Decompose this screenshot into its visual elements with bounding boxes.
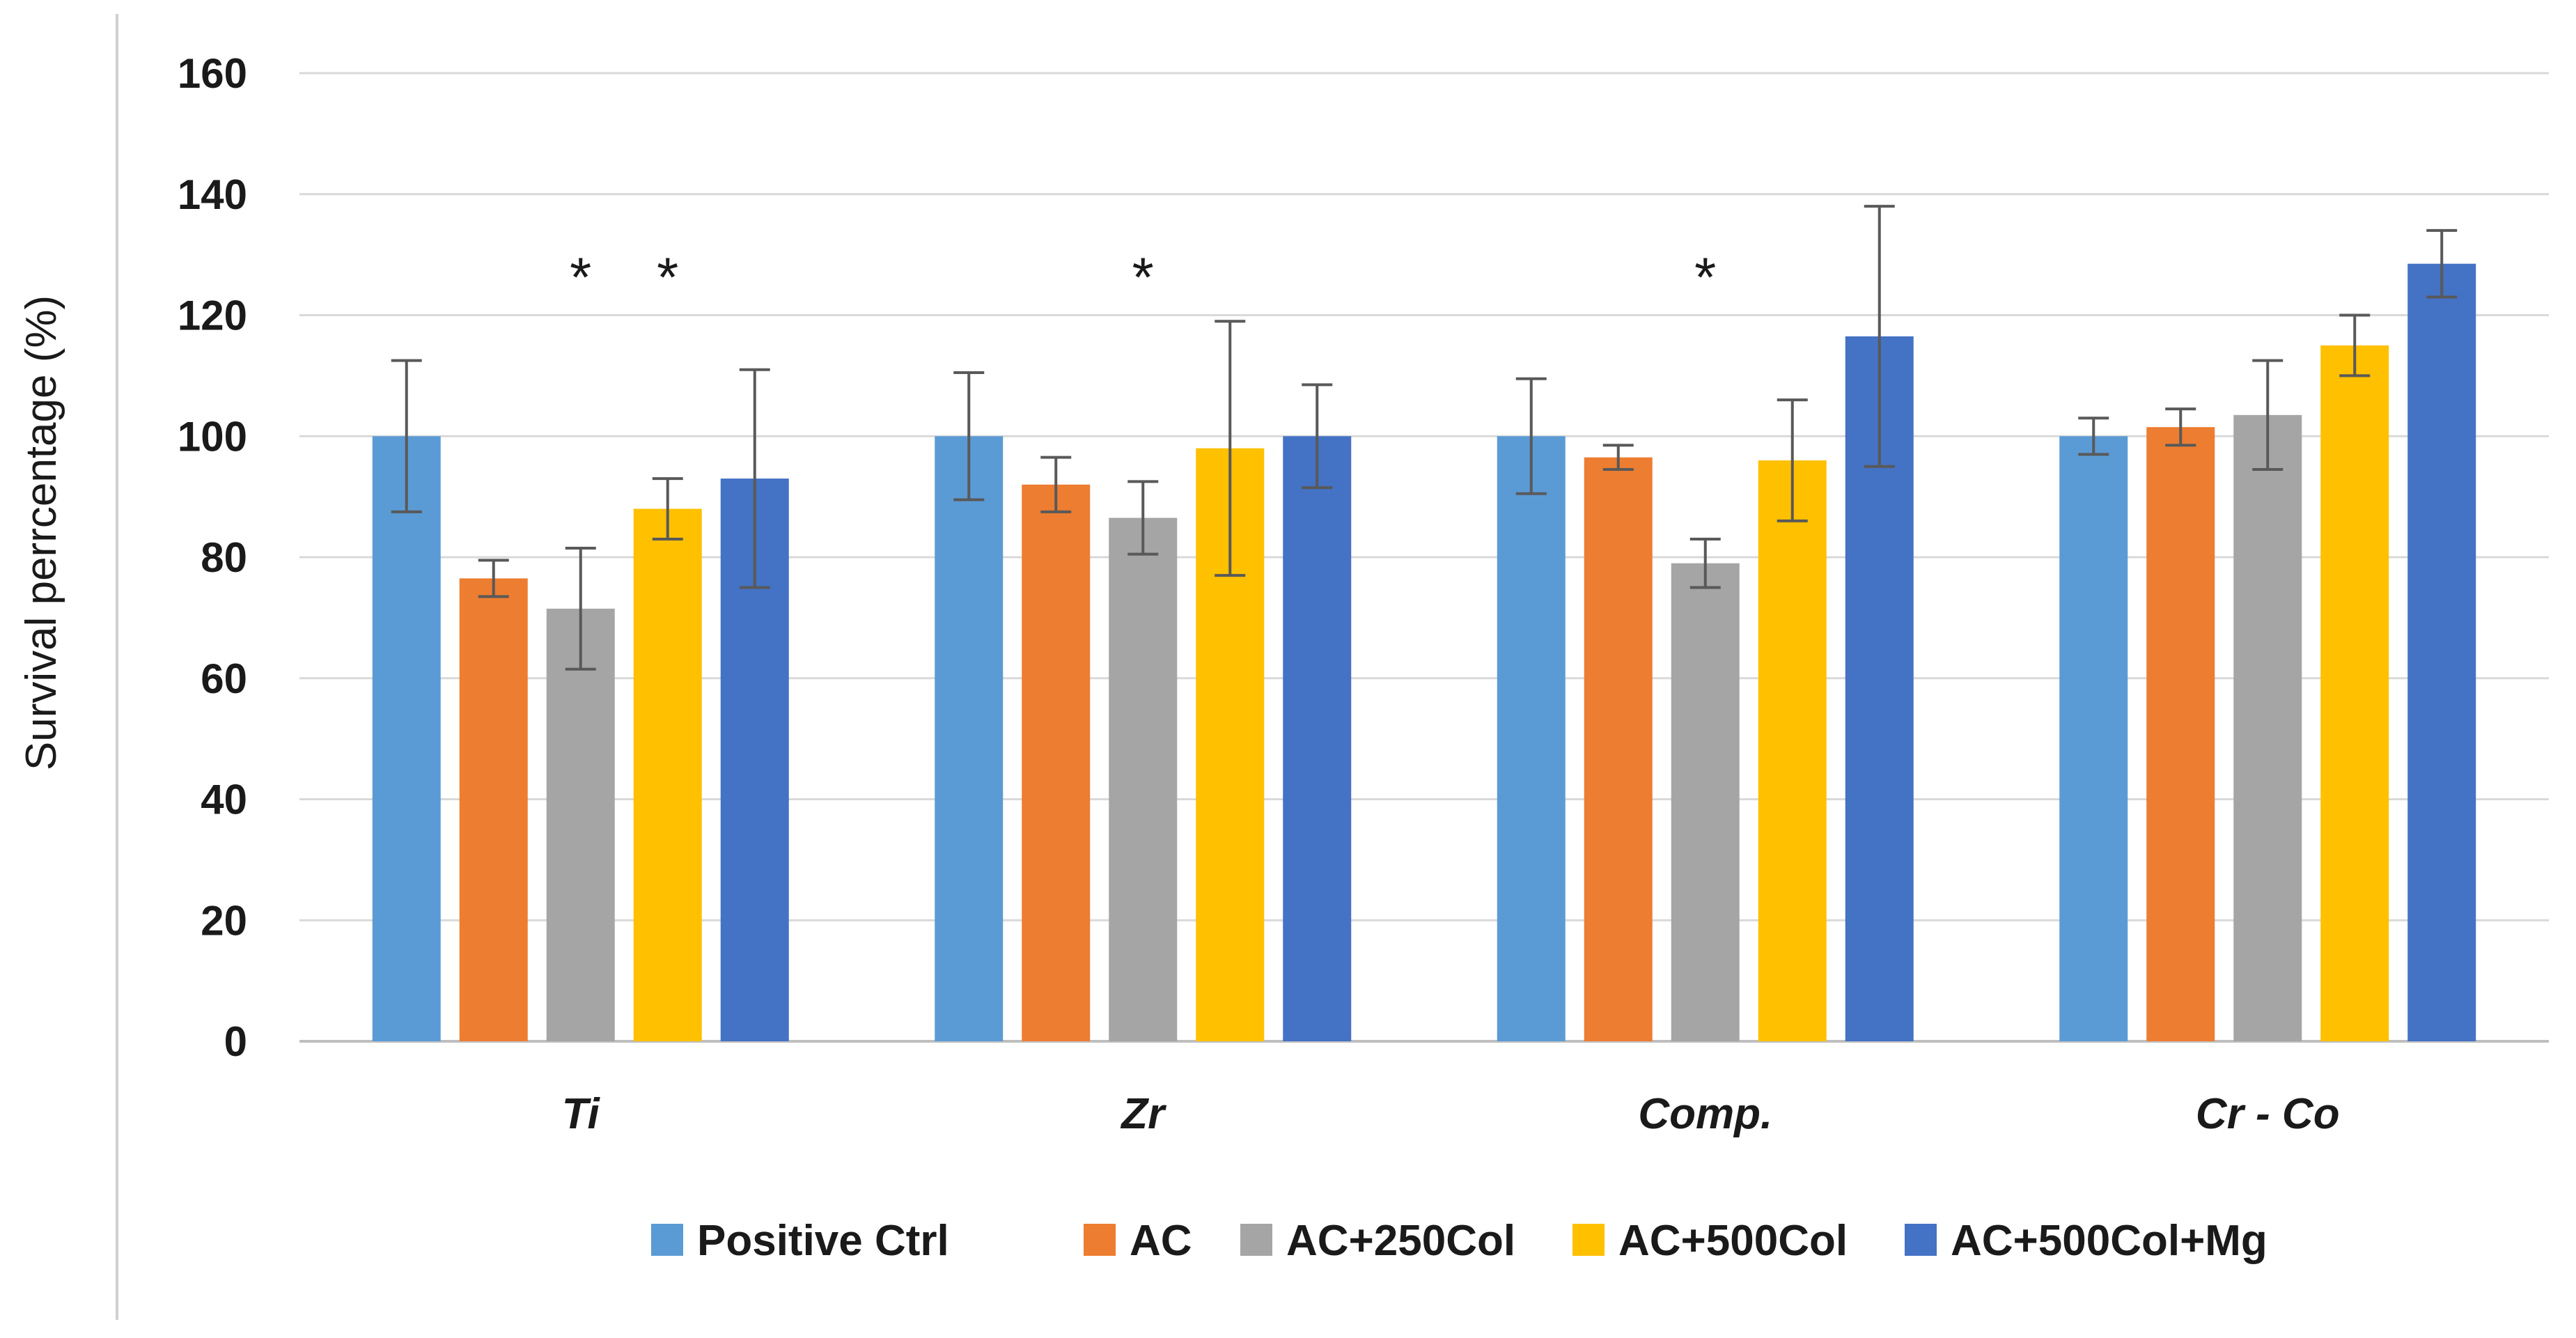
error-bars — [391, 205, 2458, 671]
legend-label: AC — [1130, 1217, 1192, 1265]
significance-markers: * * * * — [570, 247, 1716, 309]
bar-Comp.-Positive Ctrl — [1497, 436, 1566, 1041]
bar-Ti-AC+250Col — [546, 608, 615, 1041]
legend-label: AC+500Col — [1618, 1217, 1848, 1265]
x-tick-label: Ti — [562, 1090, 601, 1138]
legend-label: AC+500Col+Mg — [1951, 1217, 2267, 1265]
y-tick-label: 100 — [178, 413, 247, 460]
significance-asterisk: * — [1694, 247, 1716, 309]
y-axis-label: Survival perrcentage (%) — [17, 295, 65, 770]
bar-Comp.-AC — [1584, 457, 1653, 1041]
bar-Ti-Positive Ctrl — [372, 436, 441, 1041]
legend: Positive Ctrl AC AC+250Col AC+500Col AC+500C… — [651, 1217, 2267, 1265]
legend-swatch-Positive Ctrl — [651, 1224, 683, 1256]
legend-swatch-AC+500Col — [1572, 1224, 1605, 1256]
y-tick-label: 120 — [178, 293, 247, 339]
bar-Zr-Positive Ctrl — [935, 436, 1004, 1041]
legend-swatch-AC+250Col — [1240, 1224, 1272, 1256]
bar-Cr - Co-AC+500Col+Mg — [2407, 263, 2476, 1041]
y-tick-label: 80 — [201, 534, 247, 581]
x-tick-label: Zr — [1120, 1090, 1166, 1138]
bar-Zr-AC — [1022, 484, 1091, 1041]
x-tick-label: Cr - Co — [2196, 1090, 2340, 1138]
y-tick-label: 60 — [201, 655, 247, 702]
y-axis-ticks: 0 20 40 60 80 100 120 140 160 — [178, 50, 247, 1065]
legend-label: Positive Ctrl — [697, 1217, 949, 1265]
bar-Cr - Co-AC — [2146, 427, 2215, 1041]
bar-Cr - Co-Positive Ctrl — [2059, 436, 2128, 1041]
significance-asterisk: * — [1132, 247, 1154, 309]
legend-swatch-AC+500Col+Mg — [1905, 1224, 1937, 1256]
bar-Comp.-AC+250Col — [1671, 563, 1740, 1041]
legend-label: AC+250Col — [1286, 1217, 1515, 1265]
significance-asterisk: * — [570, 247, 591, 309]
bar-Cr - Co-AC+500Col — [2320, 345, 2389, 1041]
bar-Ti-AC — [459, 578, 528, 1041]
y-tick-label: 140 — [178, 171, 247, 218]
y-tick-label: 0 — [224, 1018, 247, 1065]
x-tick-label: Comp. — [1638, 1090, 1772, 1138]
bar-Ti-AC+500Col — [633, 508, 702, 1041]
y-tick-label: 20 — [201, 897, 247, 944]
bar-Comp.-AC+500Col — [1758, 460, 1827, 1041]
bars — [372, 263, 2476, 1041]
bar-Zr-AC+500Col+Mg — [1283, 436, 1352, 1041]
significance-asterisk: * — [657, 247, 678, 309]
y-tick-label: 160 — [178, 50, 247, 97]
x-axis-ticks: Ti Zr Comp. Cr - Co — [562, 1090, 2340, 1138]
legend-swatch-AC — [1084, 1224, 1116, 1256]
y-tick-label: 40 — [201, 777, 247, 823]
bar-Zr-AC+250Col — [1109, 518, 1178, 1041]
bar-Cr - Co-AC+250Col — [2233, 414, 2302, 1041]
